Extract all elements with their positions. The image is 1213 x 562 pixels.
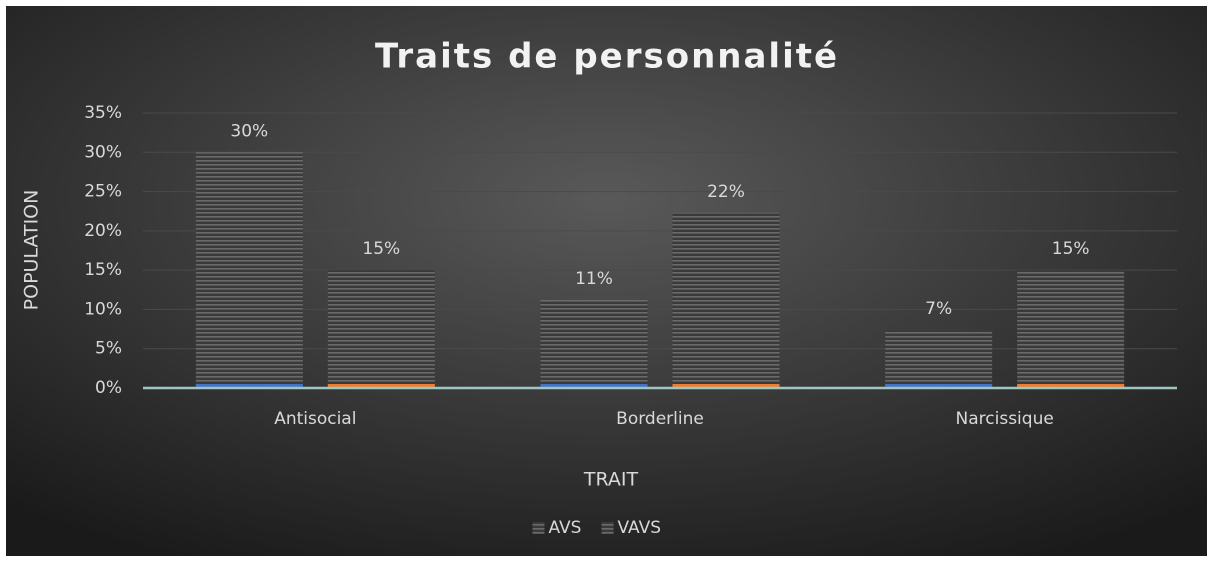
legend-label: AVS bbox=[549, 518, 582, 538]
bar-base bbox=[885, 384, 993, 388]
y-tick-label: 15% bbox=[84, 260, 122, 280]
y-tick-label: 35% bbox=[84, 103, 122, 123]
y-tick-label: 25% bbox=[84, 182, 122, 202]
y-tick-label: 20% bbox=[84, 221, 122, 241]
bar bbox=[672, 212, 780, 388]
bar-base bbox=[1017, 384, 1125, 388]
bar bbox=[1017, 270, 1125, 388]
y-tick-label: 0% bbox=[95, 378, 122, 398]
y-axis-label: POPULATION bbox=[21, 190, 43, 311]
data-label: 30% bbox=[230, 121, 268, 141]
bar-base bbox=[327, 384, 435, 388]
data-label: 15% bbox=[1052, 239, 1090, 259]
bar bbox=[195, 152, 303, 388]
legend-swatch bbox=[532, 522, 545, 534]
bar bbox=[885, 329, 993, 388]
legend-label: VAVS bbox=[618, 518, 662, 538]
y-tick-label: 30% bbox=[84, 142, 122, 162]
x-tick-label: Narcissique bbox=[956, 409, 1054, 429]
y-tick-label: 5% bbox=[95, 339, 122, 359]
x-tick-label: Antisocial bbox=[274, 409, 356, 429]
bar-base bbox=[672, 384, 780, 388]
data-label: 22% bbox=[707, 182, 745, 202]
bar-base bbox=[195, 384, 303, 388]
bar bbox=[327, 270, 435, 388]
legend-swatch bbox=[601, 522, 614, 534]
data-label: 7% bbox=[925, 299, 952, 319]
bar-base bbox=[540, 384, 648, 388]
x-tick-label: Borderline bbox=[616, 409, 704, 429]
x-axis-label: TRAIT bbox=[583, 469, 639, 491]
y-tick-label: 10% bbox=[84, 299, 122, 319]
data-label: 15% bbox=[362, 239, 400, 259]
chart-title: Traits de personnalité bbox=[375, 37, 839, 77]
data-label: 11% bbox=[575, 269, 613, 289]
bar bbox=[540, 300, 648, 388]
